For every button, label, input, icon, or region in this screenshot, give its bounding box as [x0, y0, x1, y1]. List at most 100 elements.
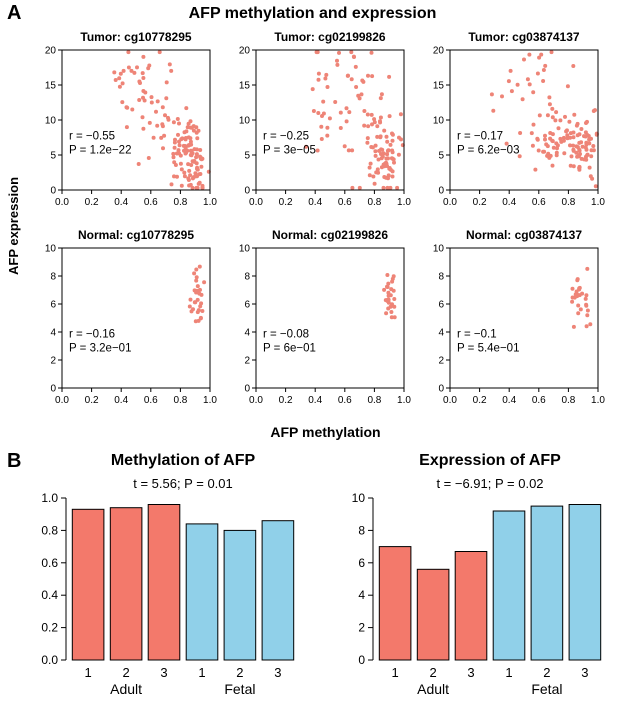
y-tick-label: 0 — [244, 186, 250, 197]
panel-b-charts: Methylation of AFP t = 5.56; P = 0.01 0.0 0… — [0, 448, 625, 700]
x-tick-label: 0.8 — [173, 395, 187, 406]
bar — [185, 523, 219, 661]
subplot-title: Normal: cg03874137 — [466, 228, 582, 242]
y-tick-label: 8 — [50, 272, 56, 283]
panel-b: B Methylation of AFP t = 5.56; P = 0.01 0.… — [0, 448, 625, 700]
corr-annotation: r = −0.55 — [69, 131, 115, 143]
scatter-points — [382, 273, 397, 320]
group-label: Fetal — [224, 681, 255, 697]
bar-label: 1 — [505, 665, 512, 680]
y-axis-label: AFP expression — [6, 176, 21, 276]
x-axis-label: AFP methylation — [270, 424, 381, 440]
subplot-title: Tumor: cg03874137 — [468, 30, 579, 44]
plot-frame — [61, 247, 211, 389]
plot-frame — [255, 49, 405, 191]
plot-frame — [449, 49, 599, 191]
x-tick-label: 0.2 — [279, 395, 293, 406]
bar-label: 2 — [122, 665, 129, 680]
bar — [416, 568, 450, 661]
scatter-points — [112, 50, 211, 190]
scatter-plot: Tumor: cg02199826 0 5 10 15 20 0.0 0.2 0.4 0.6 0.8… — [239, 30, 412, 208]
x-tick-label: 0.0 — [55, 197, 69, 208]
y-tick-label: 0.4 — [41, 588, 58, 602]
x-tick-label: 0.2 — [473, 197, 487, 208]
scatter-plot: Tumor: cg10778295 0 5 10 15 20 0.0 0.2 0.4 0.6 0.8… — [45, 30, 218, 208]
subplot-title: Tumor: cg02199826 — [274, 30, 385, 44]
bar — [71, 508, 105, 661]
x-tick-label: 0.8 — [173, 197, 187, 208]
chart-title: Methylation of AFP — [111, 452, 256, 469]
y-tick-label: 8 — [438, 272, 444, 283]
panel-a-label: A — [7, 2, 22, 24]
y-tick-label: 5 — [50, 151, 56, 162]
chart-subtitle: t = 5.56; P = 0.01 — [133, 476, 233, 491]
y-tick-label: 6 — [244, 300, 250, 311]
x-tick-label: 0.4 — [114, 395, 128, 406]
bar-chart-expression: Expression of AFP t = −6.91; P = 0.02 0 2 4 6… — [331, 448, 619, 700]
group-label: Adult — [110, 681, 142, 697]
x-tick-label: 1.0 — [591, 197, 605, 208]
scatter-points — [570, 266, 593, 329]
y-tick-label: 10 — [239, 116, 251, 127]
pvalue-annotation: P = 1.2e−22 — [69, 145, 131, 157]
chart-title: Expression of AFP — [419, 452, 561, 469]
x-tick-label: 0.2 — [85, 395, 99, 406]
y-tick-label: 15 — [239, 81, 251, 92]
scatter-plot: Normal: cg03874137 0 2 4 6 8 10 0.0 0.2 0.4 0.6 0.8… — [433, 228, 606, 406]
chart-subtitle: t = −6.91; P = 0.02 — [436, 476, 543, 491]
bar-label: 3 — [274, 665, 281, 680]
y-tick-label: 2 — [244, 356, 250, 367]
scatter-plot: Normal: cg10778295 0 2 4 6 8 10 0.0 0.2 0.4 0.6 0.8… — [45, 228, 218, 406]
y-tick-label: 0 — [50, 186, 56, 197]
x-tick-label: 0.4 — [114, 197, 128, 208]
y-tick-label: 20 — [433, 46, 445, 57]
bar-label: 1 — [392, 665, 399, 680]
x-tick-label: 0.8 — [367, 197, 381, 208]
x-tick-label: 0.8 — [367, 395, 381, 406]
bar-label: 3 — [160, 665, 167, 680]
x-tick-label: 0.4 — [308, 197, 322, 208]
y-tick-label: 10 — [433, 116, 445, 127]
scatter-points — [489, 50, 599, 189]
y-tick-label: 0 — [50, 384, 56, 395]
bar-label: 2 — [236, 665, 243, 680]
bar — [492, 510, 526, 661]
x-tick-label: 0.6 — [532, 395, 546, 406]
corr-annotation: r = −0.25 — [263, 131, 309, 143]
bar-label: 1 — [85, 665, 92, 680]
panel-a-body: AFP expression Tumor: cg10778295 0 5 10 15 20… — [0, 28, 625, 424]
y-tick-label: 6 — [358, 556, 365, 570]
group-label: Fetal — [531, 681, 562, 697]
y-tick-label: 0.6 — [41, 556, 58, 570]
x-tick-label: 0.2 — [279, 197, 293, 208]
y-tick-label: 15 — [45, 81, 57, 92]
x-tick-label: 1.0 — [397, 395, 411, 406]
x-tick-label: 0.6 — [338, 197, 352, 208]
bar — [454, 551, 488, 661]
y-tick-label: 0 — [358, 653, 365, 667]
x-tick-label: 0.8 — [561, 395, 575, 406]
scatter-points — [304, 50, 405, 190]
y-tick-label: 20 — [45, 46, 57, 57]
pvalue-annotation: P = 6.2e−03 — [457, 145, 519, 157]
scatter-points — [187, 264, 207, 324]
plot-frame — [255, 247, 405, 389]
x-tick-label: 0.6 — [144, 197, 158, 208]
y-tick-label: 4 — [358, 588, 365, 602]
y-tick-label: 8 — [244, 272, 250, 283]
y-tick-label: 2 — [358, 621, 365, 635]
bar — [109, 507, 143, 661]
panel-a-title: AFP methylation and expression — [188, 5, 437, 22]
x-tick-label: 0.0 — [443, 197, 457, 208]
bar — [568, 504, 602, 661]
y-tick-label: 4 — [438, 328, 444, 339]
y-tick-label: 6 — [50, 300, 56, 311]
y-tick-label: 0.2 — [41, 621, 58, 635]
pvalue-annotation: P = 5.4e−01 — [457, 343, 519, 355]
y-tick-label: 10 — [433, 244, 445, 255]
scatter-grid: Tumor: cg10778295 0 5 10 15 20 0.0 0.2 0.4 0.6 0.8… — [26, 28, 606, 424]
bar-label: 2 — [543, 665, 550, 680]
corr-annotation: r = −0.1 — [457, 329, 497, 341]
y-tick-label: 4 — [244, 328, 250, 339]
